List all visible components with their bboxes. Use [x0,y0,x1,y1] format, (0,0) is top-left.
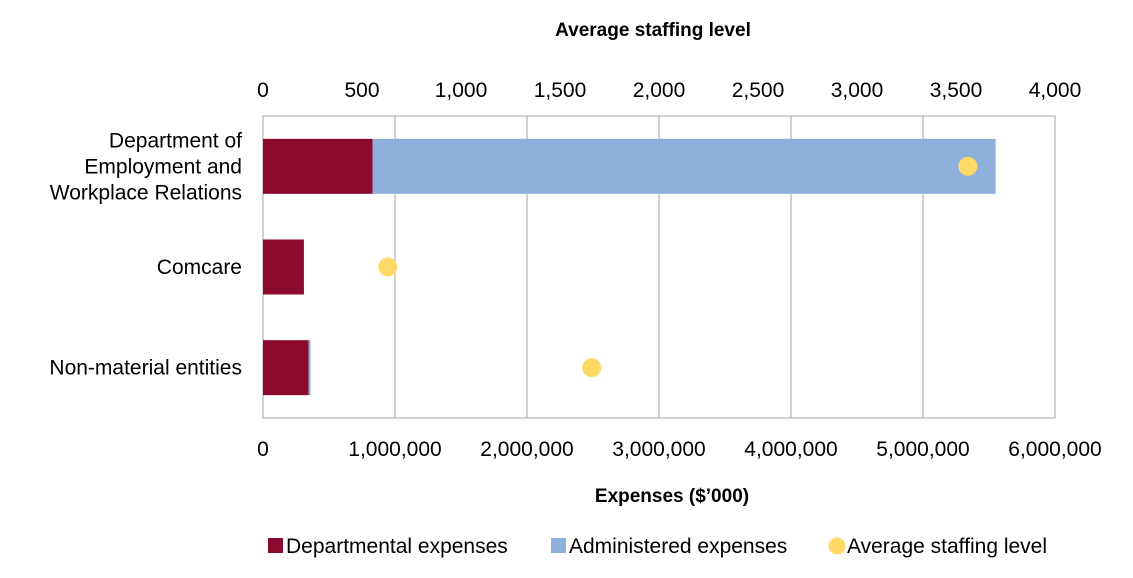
category-label: Non-material entities [49,357,242,380]
bar-administered [308,340,311,396]
category-label: Workplace Relations [50,181,242,204]
x-tick-label: 6,000,000 [1008,438,1101,461]
bar-departmental [263,138,373,194]
x2-tick-label: 1,500 [534,79,587,102]
x-tick-label: 1,000,000 [348,438,441,461]
category-label: Department of [109,129,242,152]
category-label: Comcare [157,256,242,279]
legend-staffing-marker [828,537,846,555]
legend: Departmental expenses Administered expens… [268,535,1047,558]
legend-staffing-label: Average staffing level [847,535,1047,558]
legend-departmental-marker [268,538,283,553]
bar-departmental [263,340,309,396]
x2-tick-label: 2,500 [732,79,785,102]
staffing-point [582,358,602,378]
x2-tick-label: 1,000 [435,79,488,102]
staffing-point [958,156,978,176]
legend-departmental-label: Departmental expenses [286,535,508,558]
legend-administered-label: Administered expenses [569,535,787,558]
x-tick-label: 0 [257,438,269,461]
bar-departmental [263,239,304,295]
bottom-axis-title: Expenses ($’000) [595,486,749,507]
plot-area: Department of Employment and Workplace Rel… [49,79,1101,461]
staffing-point [378,257,398,277]
x2-tick-label: 4,000 [1029,79,1082,102]
x2-tick-label: 0 [257,79,269,102]
x2-tick-label: 3,500 [930,79,983,102]
x-tick-label: 5,000,000 [876,438,969,461]
x2-tick-label: 2,000 [633,79,686,102]
x2-tick-label: 500 [344,79,379,102]
bar-administered [372,138,996,194]
legend-administered-marker [551,538,566,553]
x2-tick-label: 3,000 [831,79,884,102]
category-label: Employment and [84,155,242,178]
x-tick-label: 2,000,000 [480,438,573,461]
top-axis-title: Average staffing level [555,20,751,41]
x-tick-label: 4,000,000 [744,438,837,461]
x-tick-label: 3,000,000 [612,438,705,461]
